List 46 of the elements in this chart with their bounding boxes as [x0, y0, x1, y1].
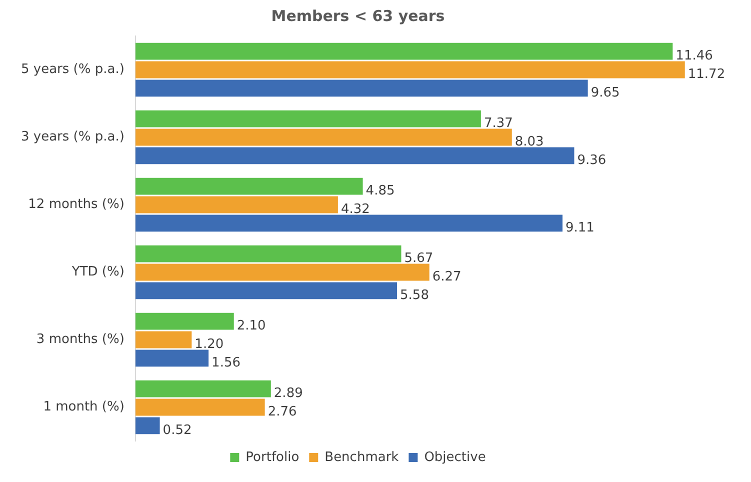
bar	[135, 110, 481, 128]
data-label: 2.76	[268, 404, 297, 420]
data-label: 0.52	[162, 423, 192, 438]
data-label: 2.89	[274, 386, 303, 402]
data-label: 4.85	[366, 184, 395, 199]
legend-label: Benchmark	[324, 450, 400, 465]
bar	[135, 282, 398, 300]
data-label: 5.67	[404, 251, 434, 266]
legend-label: Portfolio	[246, 450, 300, 465]
bar	[135, 417, 160, 434]
data-label: 7.37	[484, 116, 513, 132]
bar	[135, 214, 563, 232]
bar	[135, 42, 673, 60]
y-tick-label: 3 months (%)	[36, 332, 124, 348]
data-label: 4.32	[340, 202, 370, 218]
data-label: 11.46	[676, 48, 713, 64]
bar	[135, 398, 265, 416]
bar	[135, 264, 430, 281]
data-label: 9.36	[577, 153, 606, 168]
data-label: 5.58	[400, 288, 429, 304]
data-label: 9.11	[566, 220, 594, 236]
data-label: 1.20	[194, 337, 224, 352]
bar	[135, 178, 363, 195]
bar	[135, 312, 234, 330]
data-label: 1.56	[212, 356, 241, 371]
bar	[135, 331, 192, 348]
legend-label: Objective	[424, 450, 486, 465]
data-label: 11.72	[688, 67, 726, 82]
bar	[135, 245, 402, 262]
bar	[135, 147, 574, 164]
y-tick-label: 1 month (%)	[43, 400, 124, 415]
bar	[135, 196, 338, 214]
bar	[135, 80, 588, 97]
data-label: 9.65	[590, 86, 620, 101]
data-label: 2.10	[236, 318, 266, 334]
y-tick-label: 5 years (% p.a.)	[20, 62, 124, 78]
bar	[135, 61, 685, 78]
bar	[135, 380, 271, 398]
bar	[135, 128, 512, 146]
data-label: 6.27	[432, 270, 462, 285]
chart-title: Members < 63 years	[271, 6, 445, 25]
y-tick-label: 12 months (%)	[28, 197, 124, 212]
data-label: 8.03	[514, 134, 544, 150]
y-tick-label: 3 years (% p.a.)	[20, 130, 124, 145]
y-tick-label: YTD (%)	[70, 264, 124, 280]
bar	[135, 350, 209, 367]
